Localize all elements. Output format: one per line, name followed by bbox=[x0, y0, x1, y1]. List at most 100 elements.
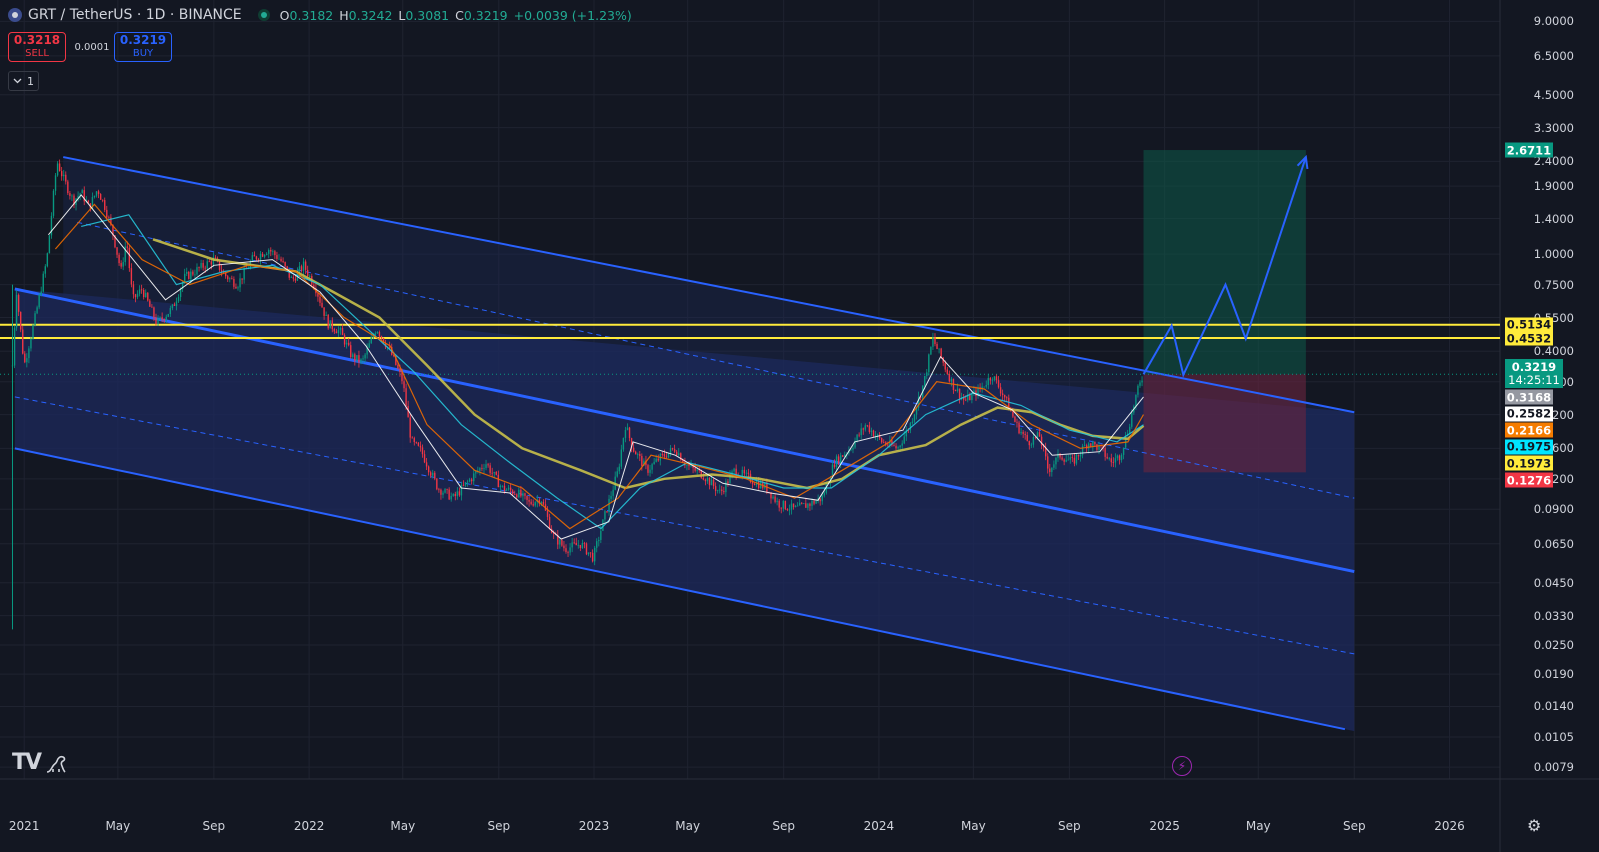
buy-button[interactable]: 0.3219 BUY bbox=[114, 32, 172, 62]
candle-body bbox=[1098, 445, 1100, 450]
candle-body bbox=[530, 501, 532, 505]
candle-body bbox=[483, 467, 485, 469]
candle-body bbox=[993, 376, 996, 380]
time-tick-label: 2026 bbox=[1434, 819, 1465, 833]
candle-body bbox=[300, 266, 303, 271]
price-tag-label: 0.1975 bbox=[1505, 439, 1553, 455]
candle-body bbox=[278, 258, 280, 260]
gear-icon[interactable]: ⚙ bbox=[1527, 816, 1542, 835]
bolt-icon[interactable]: ⚡ bbox=[1172, 756, 1192, 776]
candle-body bbox=[128, 247, 131, 269]
candle-body bbox=[1057, 453, 1059, 458]
candle-body bbox=[563, 545, 565, 549]
candle-body bbox=[928, 354, 930, 373]
candle-body bbox=[520, 489, 522, 497]
candle-body bbox=[801, 502, 803, 504]
candle-body bbox=[276, 255, 278, 259]
candle-body bbox=[403, 381, 405, 389]
candle-body bbox=[292, 277, 295, 279]
candle-body bbox=[719, 489, 721, 491]
candle-body bbox=[698, 469, 700, 471]
candle-body bbox=[729, 474, 731, 484]
candle-body bbox=[645, 460, 647, 466]
candle-body bbox=[188, 271, 190, 279]
candle-body bbox=[58, 163, 61, 172]
candle-body bbox=[345, 342, 348, 345]
time-tick-label: May bbox=[390, 819, 416, 833]
candle-body bbox=[938, 348, 940, 350]
candle-body bbox=[1092, 441, 1094, 447]
candle-body bbox=[313, 284, 315, 289]
candle-body bbox=[784, 500, 787, 510]
candle-body bbox=[876, 434, 879, 436]
candle-body bbox=[772, 496, 774, 499]
candle-body bbox=[516, 494, 518, 498]
candle-body bbox=[524, 493, 526, 496]
time-tick-label: May bbox=[675, 819, 701, 833]
symbol-title[interactable]: GRT / TetherUS · 1D · BINANCE bbox=[28, 7, 242, 23]
candle-body bbox=[290, 277, 292, 278]
candle-body bbox=[206, 261, 208, 269]
dino-icon[interactable] bbox=[44, 752, 68, 776]
candle-body bbox=[1110, 458, 1112, 463]
candle-body bbox=[218, 261, 221, 271]
candle-body bbox=[917, 396, 920, 408]
candle-body bbox=[854, 440, 856, 448]
candle-body bbox=[343, 335, 346, 345]
candle-body bbox=[1055, 457, 1057, 465]
candle-body bbox=[1131, 412, 1133, 427]
candle-body bbox=[671, 448, 674, 450]
candle-body bbox=[1141, 380, 1143, 383]
candle-body bbox=[811, 500, 813, 506]
candle-body bbox=[423, 454, 426, 463]
candle-body bbox=[286, 266, 288, 270]
channel-lower-line bbox=[14, 447, 1346, 731]
candle-body bbox=[491, 472, 493, 474]
candle-body bbox=[448, 489, 450, 500]
candle-body bbox=[981, 386, 983, 389]
tradingview-logo[interactable]: TV bbox=[12, 750, 42, 775]
time-tick-label: 2022 bbox=[293, 819, 325, 833]
price-tag-label: 0.2166 bbox=[1505, 422, 1553, 438]
candle-body bbox=[774, 496, 776, 502]
candle-body bbox=[573, 542, 575, 544]
candle-body bbox=[637, 454, 639, 455]
candle-body bbox=[405, 388, 407, 406]
candle-body bbox=[727, 481, 729, 484]
candle-body bbox=[200, 263, 202, 268]
candle-body bbox=[157, 318, 159, 324]
candle-body bbox=[628, 427, 631, 439]
candle-body bbox=[429, 472, 432, 476]
price-tick-label: 0.7500 bbox=[1533, 277, 1574, 292]
target-zone bbox=[1143, 150, 1306, 375]
indicators-toggle-button[interactable]: 1 bbox=[8, 71, 39, 91]
candle-body bbox=[352, 354, 354, 358]
channel-quarter-lower-line bbox=[14, 396, 1355, 655]
time-tick-label: May bbox=[105, 819, 131, 833]
candle-body bbox=[159, 317, 161, 319]
candle-body bbox=[229, 278, 231, 280]
candle-body bbox=[487, 464, 489, 466]
candle-body bbox=[616, 471, 618, 477]
ohlc-close: C0.3219 bbox=[455, 7, 508, 23]
candle-body bbox=[151, 306, 153, 308]
projection-arrowhead bbox=[1296, 154, 1309, 170]
candle-body bbox=[155, 317, 157, 324]
candle-body bbox=[612, 489, 614, 496]
candle-body bbox=[503, 485, 506, 491]
candle-body bbox=[1116, 455, 1119, 459]
candle-body bbox=[924, 375, 926, 386]
time-tick-label: 2025 bbox=[1149, 819, 1180, 833]
candle-body bbox=[17, 294, 20, 312]
price-tag-label: 2.6711 bbox=[1505, 142, 1553, 158]
candle-body bbox=[532, 504, 534, 506]
candle-body bbox=[77, 195, 79, 199]
candle-body bbox=[44, 266, 46, 274]
candle-body bbox=[350, 345, 352, 358]
candle-body bbox=[934, 337, 936, 344]
candle-body bbox=[557, 534, 559, 545]
sell-button[interactable]: 0.3218 SELL bbox=[8, 32, 66, 62]
candle-body bbox=[1106, 456, 1108, 459]
candle-body bbox=[526, 495, 528, 500]
